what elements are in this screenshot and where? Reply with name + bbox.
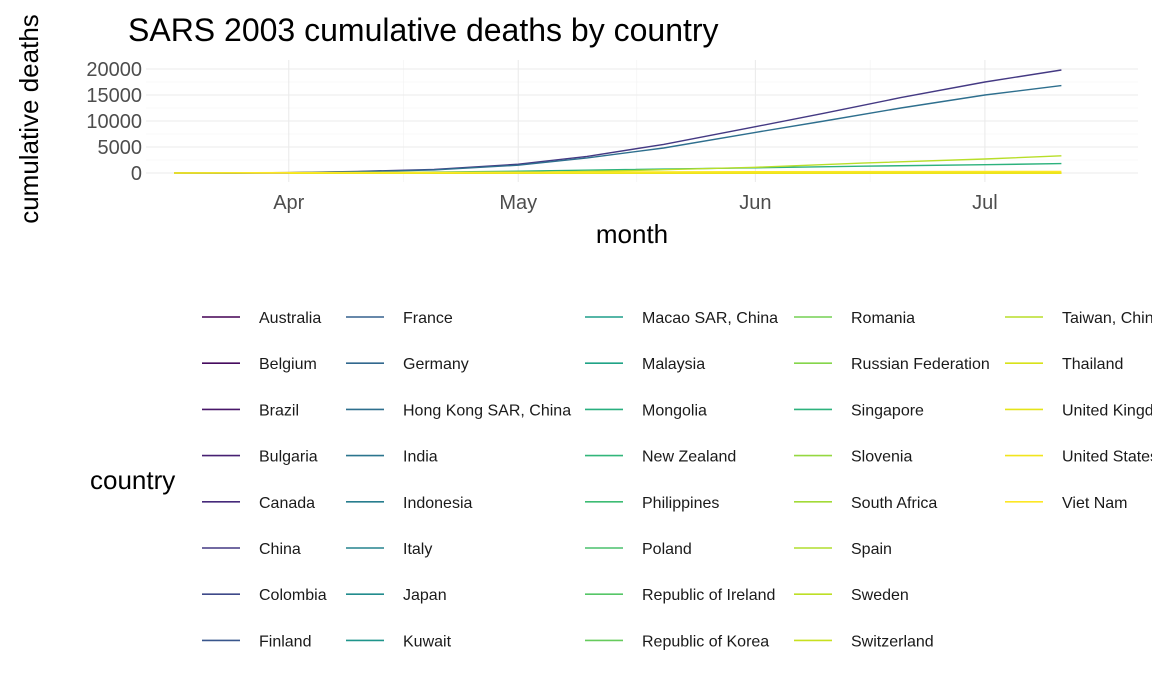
y-axis-ticks: 0 5000 10000 15000 20000	[86, 59, 142, 185]
legend-title: country	[90, 465, 175, 495]
legend-label: France	[403, 310, 453, 327]
legend-label: Thailand	[1062, 356, 1123, 373]
legend-label: Malaysia	[642, 356, 705, 373]
legend-label: Poland	[642, 541, 692, 558]
legend-label: Belgium	[259, 356, 317, 373]
legend-label: Kuwait	[403, 633, 452, 650]
x-tick-label: Jun	[739, 192, 771, 214]
legend-label: Spain	[851, 541, 892, 558]
x-tick-label: May	[499, 192, 537, 214]
legend: Australia Belgium Brazil Bulgaria Canada Chin…	[202, 310, 1152, 650]
y-tick-label: 20000	[86, 59, 142, 81]
legend-label: Romania	[851, 310, 915, 327]
chart-title: SARS 2003 cumulative deaths by country	[128, 12, 719, 48]
legend-label: Canada	[259, 495, 315, 512]
legend-label: Republic of Ireland	[642, 587, 775, 604]
legend-label: Philippines	[642, 495, 719, 512]
legend-label: Germany	[403, 356, 469, 373]
y-axis-title: cumulative deaths	[14, 14, 44, 224]
legend-label: Japan	[403, 587, 447, 604]
legend-label: Slovenia	[851, 449, 912, 466]
legend-label: United States	[1062, 449, 1152, 466]
grid	[146, 60, 1138, 182]
y-tick-label: 10000	[86, 111, 142, 133]
series-line	[173, 170, 1062, 174]
x-tick-label: Jul	[972, 192, 998, 214]
x-axis-title: month	[596, 219, 668, 249]
legend-label: India	[403, 449, 438, 466]
legend-label: Mongolia	[642, 402, 707, 419]
legend-label: Bulgaria	[259, 449, 318, 466]
legend-label: Singapore	[851, 402, 924, 419]
legend-label: Brazil	[259, 402, 299, 419]
legend-label: Colombia	[259, 587, 327, 604]
legend-label: New Zealand	[642, 449, 736, 466]
legend-label: Sweden	[851, 587, 909, 604]
legend-label: Republic of Korea	[642, 633, 769, 650]
legend-label: South Africa	[851, 495, 937, 512]
x-axis-ticks: Apr May Jun Jul	[273, 192, 998, 214]
legend-label: China	[259, 541, 301, 558]
y-tick-label: 5000	[98, 137, 143, 159]
legend-label: Switzerland	[851, 633, 934, 650]
legend-label: Indonesia	[403, 495, 472, 512]
legend-label: Macao SAR, China	[642, 310, 778, 327]
legend-label: Hong Kong SAR, China	[403, 402, 571, 419]
legend-label: Italy	[403, 541, 432, 558]
legend-label: Australia	[259, 310, 321, 327]
legend-label: United Kingdom	[1062, 402, 1152, 419]
legend-label: Viet Nam	[1062, 495, 1128, 512]
series-layer	[173, 69, 1062, 174]
y-tick-label: 15000	[86, 85, 142, 107]
legend-label: Finland	[259, 633, 311, 650]
x-tick-label: Apr	[273, 192, 304, 214]
y-tick-label: 0	[131, 163, 142, 185]
legend-label: Russian Federation	[851, 356, 990, 373]
legend-label: Taiwan, China	[1062, 310, 1152, 327]
